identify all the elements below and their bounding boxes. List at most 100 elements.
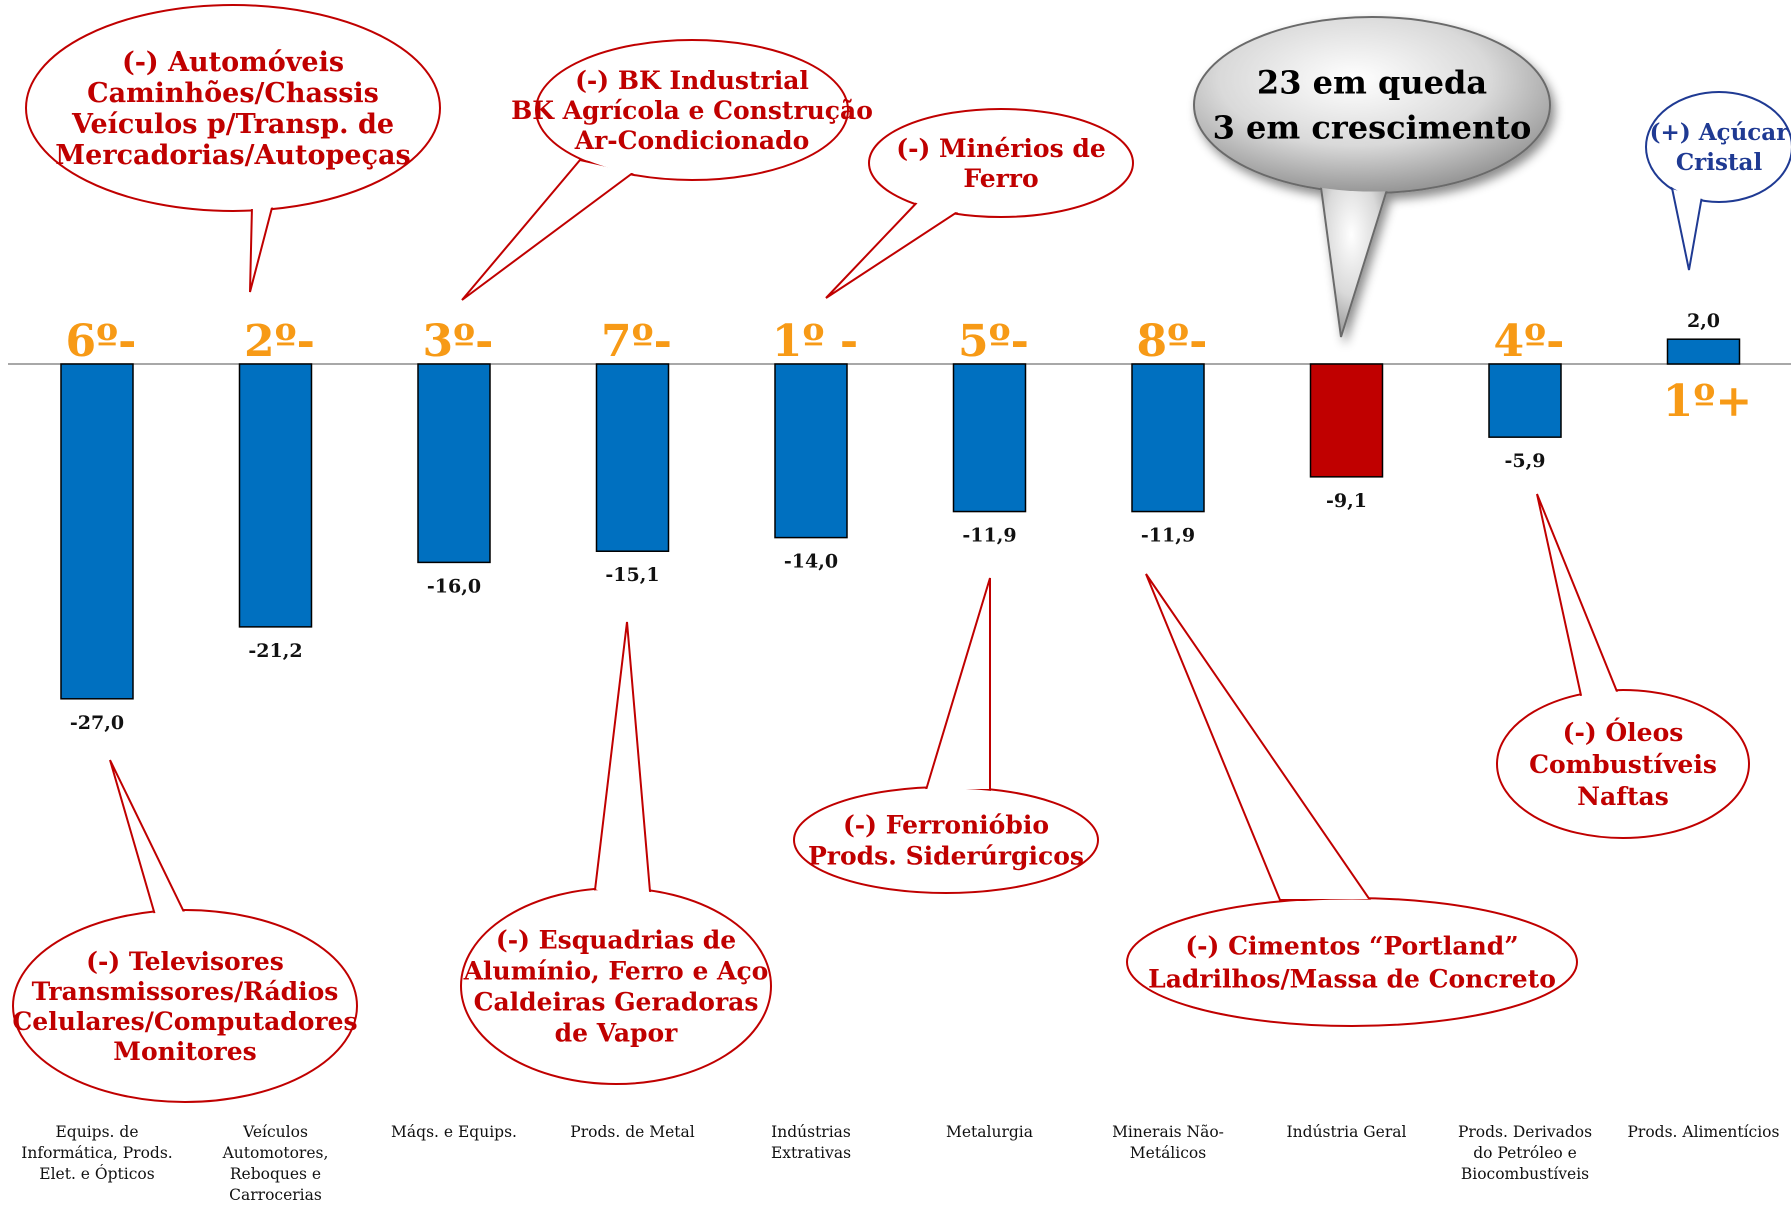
callout-pointer <box>924 577 991 791</box>
rank-label-6: 5º- <box>958 316 1029 367</box>
category-label-line: Minerais Não- <box>1112 1123 1224 1141</box>
category-label-line: Biocombustíveis <box>1460 1165 1590 1183</box>
callout-pointer <box>593 621 654 917</box>
callout-text-line: Caminhões/Chassis <box>87 78 379 109</box>
value-label-1: -27,0 <box>70 712 124 734</box>
callout-text-line: 23 em queda <box>1257 64 1487 102</box>
callout-text-line: Monitores <box>113 1037 256 1066</box>
value-label-6: -11,9 <box>962 525 1016 547</box>
callout-text-line: Naftas <box>1577 782 1669 811</box>
bar-5 <box>774 363 848 539</box>
rank-label-2: 2º- <box>244 316 315 367</box>
rank-label-9: 4º- <box>1494 316 1565 367</box>
callout-text-line: de Vapor <box>555 1018 679 1047</box>
value-label-9: -5,9 <box>1505 450 1546 472</box>
callout-text-line: 3 em crescimento <box>1213 109 1532 147</box>
value-label-5: -14,0 <box>784 551 838 573</box>
category-label-line: Reboques e <box>229 1165 322 1183</box>
callout-text-line: (+) Açúcar <box>1650 119 1790 146</box>
callout-text-line: Ferro <box>963 164 1038 193</box>
bar-6 <box>952 363 1027 513</box>
callout-6: (-) TelevisoresTransmissores/RádiosCelul… <box>12 759 358 1103</box>
rank-label-4: 7º- <box>601 316 672 367</box>
category-label-line: Prods. de Metal <box>570 1123 695 1141</box>
callout-bubble <box>793 577 1099 894</box>
callout-text-line: Veículos p/Transp. de <box>71 109 394 140</box>
rank-label-5: 1º - <box>772 316 858 367</box>
category-label-line: Indústria Geral <box>1286 1123 1407 1141</box>
bar-1 <box>60 363 134 700</box>
category-label-line: Extrativas <box>770 1144 852 1162</box>
callout-1: (-) AutomóveisCaminhões/ChassisVeículos … <box>25 4 441 293</box>
callout-text-line: BK Agrícola e Construção <box>511 96 873 125</box>
callout-5: (+) Açúcar Cristal <box>1645 91 1791 271</box>
callout-text-line: (-) Televisores <box>86 947 284 976</box>
category-label-9: Prods. Derivados do Petróleo e Biocombustí… <box>1440 1122 1610 1185</box>
value-label-10: 2,0 <box>1687 310 1720 332</box>
rank-label-7: 8º- <box>1137 316 1208 367</box>
category-label-1: Equips. de Informática, Prods. Elet. e Ópt… <box>12 1122 182 1185</box>
value-label-3: -16,0 <box>427 575 481 597</box>
category-label-line: Metálicos <box>1129 1144 1207 1162</box>
category-label-8: Indústria Geral <box>1262 1122 1432 1143</box>
callout-text-line: Mercadorias/Autopeças <box>55 140 410 171</box>
category-label-10: Prods. Alimentícios <box>1619 1122 1789 1143</box>
callout-bubble <box>1126 573 1578 1027</box>
callout-bubble <box>1645 91 1791 271</box>
callout-text-line: (-) Esquadrias de <box>496 925 736 954</box>
callout-pointer <box>1536 493 1624 706</box>
category-label-line: Metalurgia <box>946 1123 1033 1141</box>
callout-text-line: Alumínio, Ferro e Aço <box>463 956 769 985</box>
category-label-4: Prods. de Metal <box>548 1122 718 1143</box>
category-label-line: Elet. e Ópticos <box>39 1165 155 1183</box>
bar-10 <box>1666 338 1741 365</box>
callout-text-line: (-) Automóveis <box>122 47 344 78</box>
category-label-7: Minerais Não- Metálicos <box>1083 1122 1253 1164</box>
callout-text-line: Ar-Condicionado <box>574 126 810 155</box>
category-label-3: Máqs. e Equips. <box>369 1122 539 1143</box>
category-label-line: Prods. Derivados <box>1457 1123 1593 1141</box>
category-label-6: Metalurgia <box>905 1122 1075 1143</box>
value-label-2: -21,2 <box>248 640 302 662</box>
rank-label-10: 1º+ <box>1663 376 1752 427</box>
bar-8 <box>1309 363 1384 478</box>
callout-pointer <box>1145 573 1372 901</box>
callout-pointer <box>1670 186 1704 271</box>
bar-4 <box>595 363 670 552</box>
bar-7 <box>1131 363 1205 513</box>
rank-label-3: 3º- <box>423 316 494 367</box>
value-label-4: -15,1 <box>605 564 659 586</box>
callout-bubble <box>12 759 358 1103</box>
callout-10: (-) Óleos Combustíveis Naftas <box>1496 493 1750 839</box>
category-label-line: Carrocerias <box>229 1186 322 1204</box>
callout-bubble <box>460 621 772 1085</box>
category-label-line: Máqs. e Equips. <box>391 1123 517 1141</box>
callout-bubble <box>825 108 1134 299</box>
bar-2 <box>238 363 313 628</box>
callout-pointer <box>1318 179 1392 338</box>
callout-text-line: Combustíveis <box>1529 750 1717 779</box>
callout-text-line: (-) Ferronióbio <box>843 810 1049 839</box>
callout-pointer <box>249 198 276 293</box>
category-label-line: Prods. Alimentícios <box>1627 1123 1780 1141</box>
category-label-line: do Petróleo e <box>1473 1144 1577 1162</box>
callout-bubble <box>461 39 849 301</box>
category-label-line: Automotores, <box>222 1144 329 1162</box>
category-label-line: Indústrias <box>771 1123 851 1141</box>
category-label-line: Equips. de <box>55 1123 139 1141</box>
callout-text-line: Ladrilhos/Massa de Concreto <box>1148 964 1556 993</box>
category-label-2: Veículos Automotores, Reboques e Carroceria… <box>191 1122 361 1206</box>
category-label-5: Indústrias Extrativas <box>726 1122 896 1164</box>
rank-label-1: 6º- <box>66 316 137 367</box>
value-label-8: -9,1 <box>1326 490 1367 512</box>
callout-bubble <box>1193 16 1551 338</box>
callout-4: 23 em queda 3 em crescimento <box>1193 16 1551 338</box>
callout-bubble <box>25 4 441 293</box>
category-label-line: Informática, Prods. <box>21 1144 173 1162</box>
category-label-line: Veículos <box>243 1123 308 1141</box>
